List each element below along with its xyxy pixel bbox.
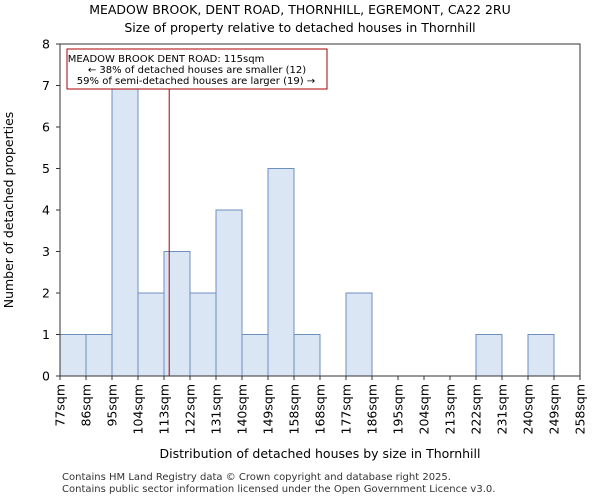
histogram-bar: [189, 292, 217, 377]
histogram-bar: [293, 334, 321, 377]
x-tick-label: 195sqm: [391, 384, 406, 434]
y-tick-label: 8: [42, 37, 50, 52]
x-tick-label: 77sqm: [53, 384, 68, 427]
footer-licence: Contains public sector information licen…: [62, 484, 496, 495]
y-tick-label: 1: [42, 327, 50, 342]
y-tick-label: 2: [42, 286, 50, 301]
histogram-bar: [241, 334, 269, 377]
x-tick-label: 122sqm: [183, 384, 198, 434]
y-axis-label: Number of detached properties: [1, 112, 16, 309]
x-tick-label: 177sqm: [339, 384, 354, 434]
annotation-line-1: MEADOW BROOK DENT ROAD: 115sqm: [68, 54, 265, 65]
x-tick-label: 231sqm: [495, 384, 510, 434]
x-axis-ticks: 77sqm 86sqm 95sqm 104sqm 113sqm 122sqm 131sqm 1…: [53, 376, 588, 434]
x-tick-label: 240sqm: [521, 384, 536, 434]
histogram-bar: [85, 334, 113, 377]
histogram-bar: [163, 251, 191, 377]
x-tick-label: 186sqm: [365, 384, 380, 434]
x-tick-label: 222sqm: [469, 384, 484, 434]
plot-frame: [59, 43, 581, 377]
histogram-bar: [111, 85, 139, 377]
x-axis-label: Distribution of detached houses by size …: [160, 446, 481, 461]
x-tick-label: 140sqm: [235, 384, 250, 434]
y-tick-label: 5: [42, 161, 50, 176]
histogram-bar: [267, 168, 295, 377]
x-tick-label: 213sqm: [443, 384, 458, 434]
chart-subtitle: Size of property relative to detached ho…: [124, 20, 476, 35]
chart-title: MEADOW BROOK, DENT ROAD, THORNHILL, EGRE…: [89, 2, 511, 17]
x-tick-label: 113sqm: [157, 384, 172, 434]
histogram-bar: [137, 292, 165, 377]
y-tick-label: 3: [42, 244, 50, 259]
y-tick-label: 0: [42, 369, 50, 384]
annotation-line-2: ← 38% of detached houses are smaller (12…: [88, 65, 306, 76]
x-tick-label: 249sqm: [547, 384, 562, 434]
bars-group: [59, 85, 555, 377]
histogram-bar: [345, 292, 373, 377]
annotation-box: [66, 48, 328, 90]
histogram-bar: [527, 334, 555, 377]
x-tick-label: 131sqm: [209, 384, 224, 434]
x-tick-label: 168sqm: [313, 384, 328, 434]
y-axis-ticks: 0 1 2 3 4 5 6 7 8: [42, 37, 60, 384]
footer-copyright: Contains HM Land Registry data © Crown c…: [62, 472, 451, 483]
x-tick-label: 204sqm: [417, 384, 432, 434]
x-tick-label: 158sqm: [287, 384, 302, 434]
x-tick-label: 149sqm: [261, 384, 276, 434]
x-tick-label: 95sqm: [105, 384, 120, 427]
y-tick-label: 7: [42, 78, 50, 93]
x-tick-label: 258sqm: [573, 384, 588, 434]
histogram-bar: [215, 209, 243, 377]
histogram-bar: [59, 334, 87, 377]
y-tick-label: 6: [42, 120, 50, 135]
x-tick-label: 104sqm: [131, 384, 146, 434]
annotation-line-3: 59% of semi-detached houses are larger (…: [77, 76, 315, 87]
histogram-bar: [475, 334, 503, 377]
y-tick-label: 4: [42, 203, 50, 218]
x-tick-label: 86sqm: [79, 384, 94, 427]
